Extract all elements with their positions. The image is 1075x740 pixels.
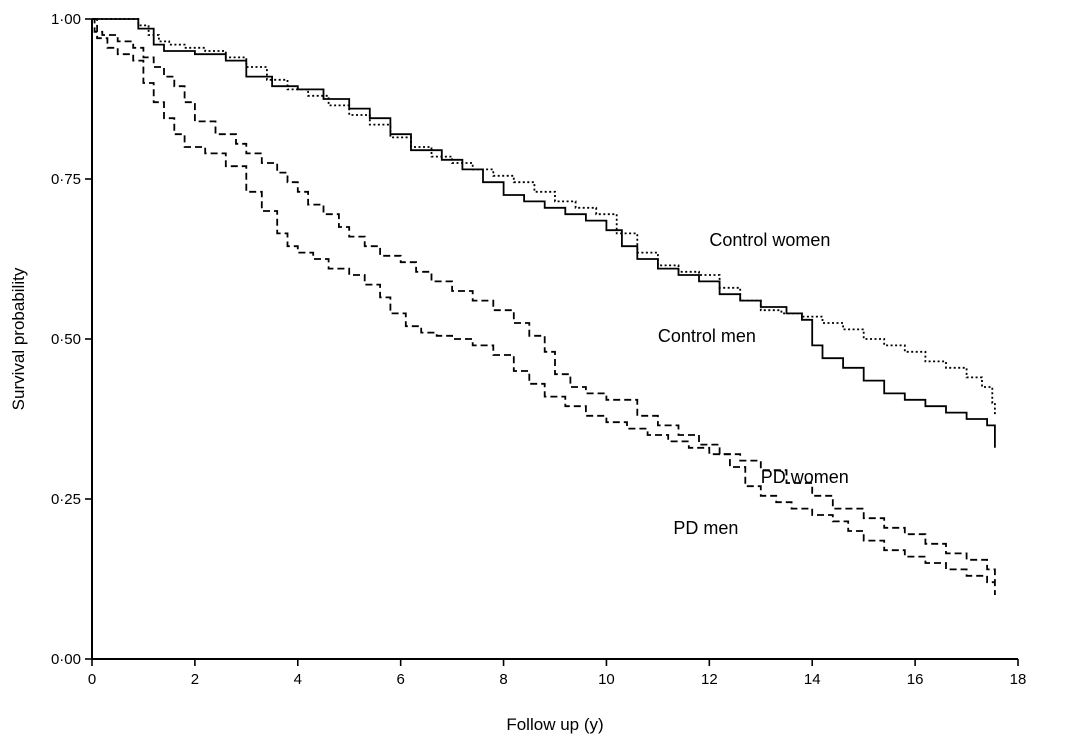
x-tick-label: 6 (396, 671, 404, 688)
x-tick-label: 14 (804, 671, 821, 688)
pd-women-line (92, 18, 996, 595)
y-tick-label: 0·00 (51, 651, 81, 668)
pd-men-line (92, 18, 995, 584)
x-axis-title: Follow up (y) (506, 715, 603, 734)
y-tick-label: 0·50 (51, 331, 81, 348)
x-tick-label: 2 (191, 671, 199, 688)
y-tick-label: 0·25 (51, 491, 81, 508)
series-labels: Control women Control men PD women PD men (658, 230, 849, 538)
pd-women-label: PD women (761, 467, 849, 487)
control-women-label: Control women (709, 230, 830, 250)
x-tick-label: 0 (88, 671, 96, 688)
x-tick-label: 8 (499, 671, 507, 688)
y-tick-label: 0·75 (51, 171, 81, 188)
control-men-line (92, 18, 996, 448)
x-tick-label: 4 (294, 671, 302, 688)
x-axis-ticks: 0 2 4 6 8 10 12 14 16 18 (88, 659, 1027, 688)
x-tick-label: 16 (907, 671, 924, 688)
y-tick-label: 1·00 (51, 11, 81, 28)
y-axis-title: Survival probability (9, 267, 28, 410)
control-women-line (92, 18, 996, 416)
x-tick-label: 12 (701, 671, 718, 688)
x-tick-label: 18 (1010, 671, 1027, 688)
pd-men-label: PD men (673, 518, 738, 538)
x-tick-label: 10 (598, 671, 615, 688)
series-lines (92, 18, 996, 595)
control-men-label: Control men (658, 326, 756, 346)
y-axis-ticks: 0·00 0·25 0·50 0·75 1·00 (51, 11, 92, 668)
